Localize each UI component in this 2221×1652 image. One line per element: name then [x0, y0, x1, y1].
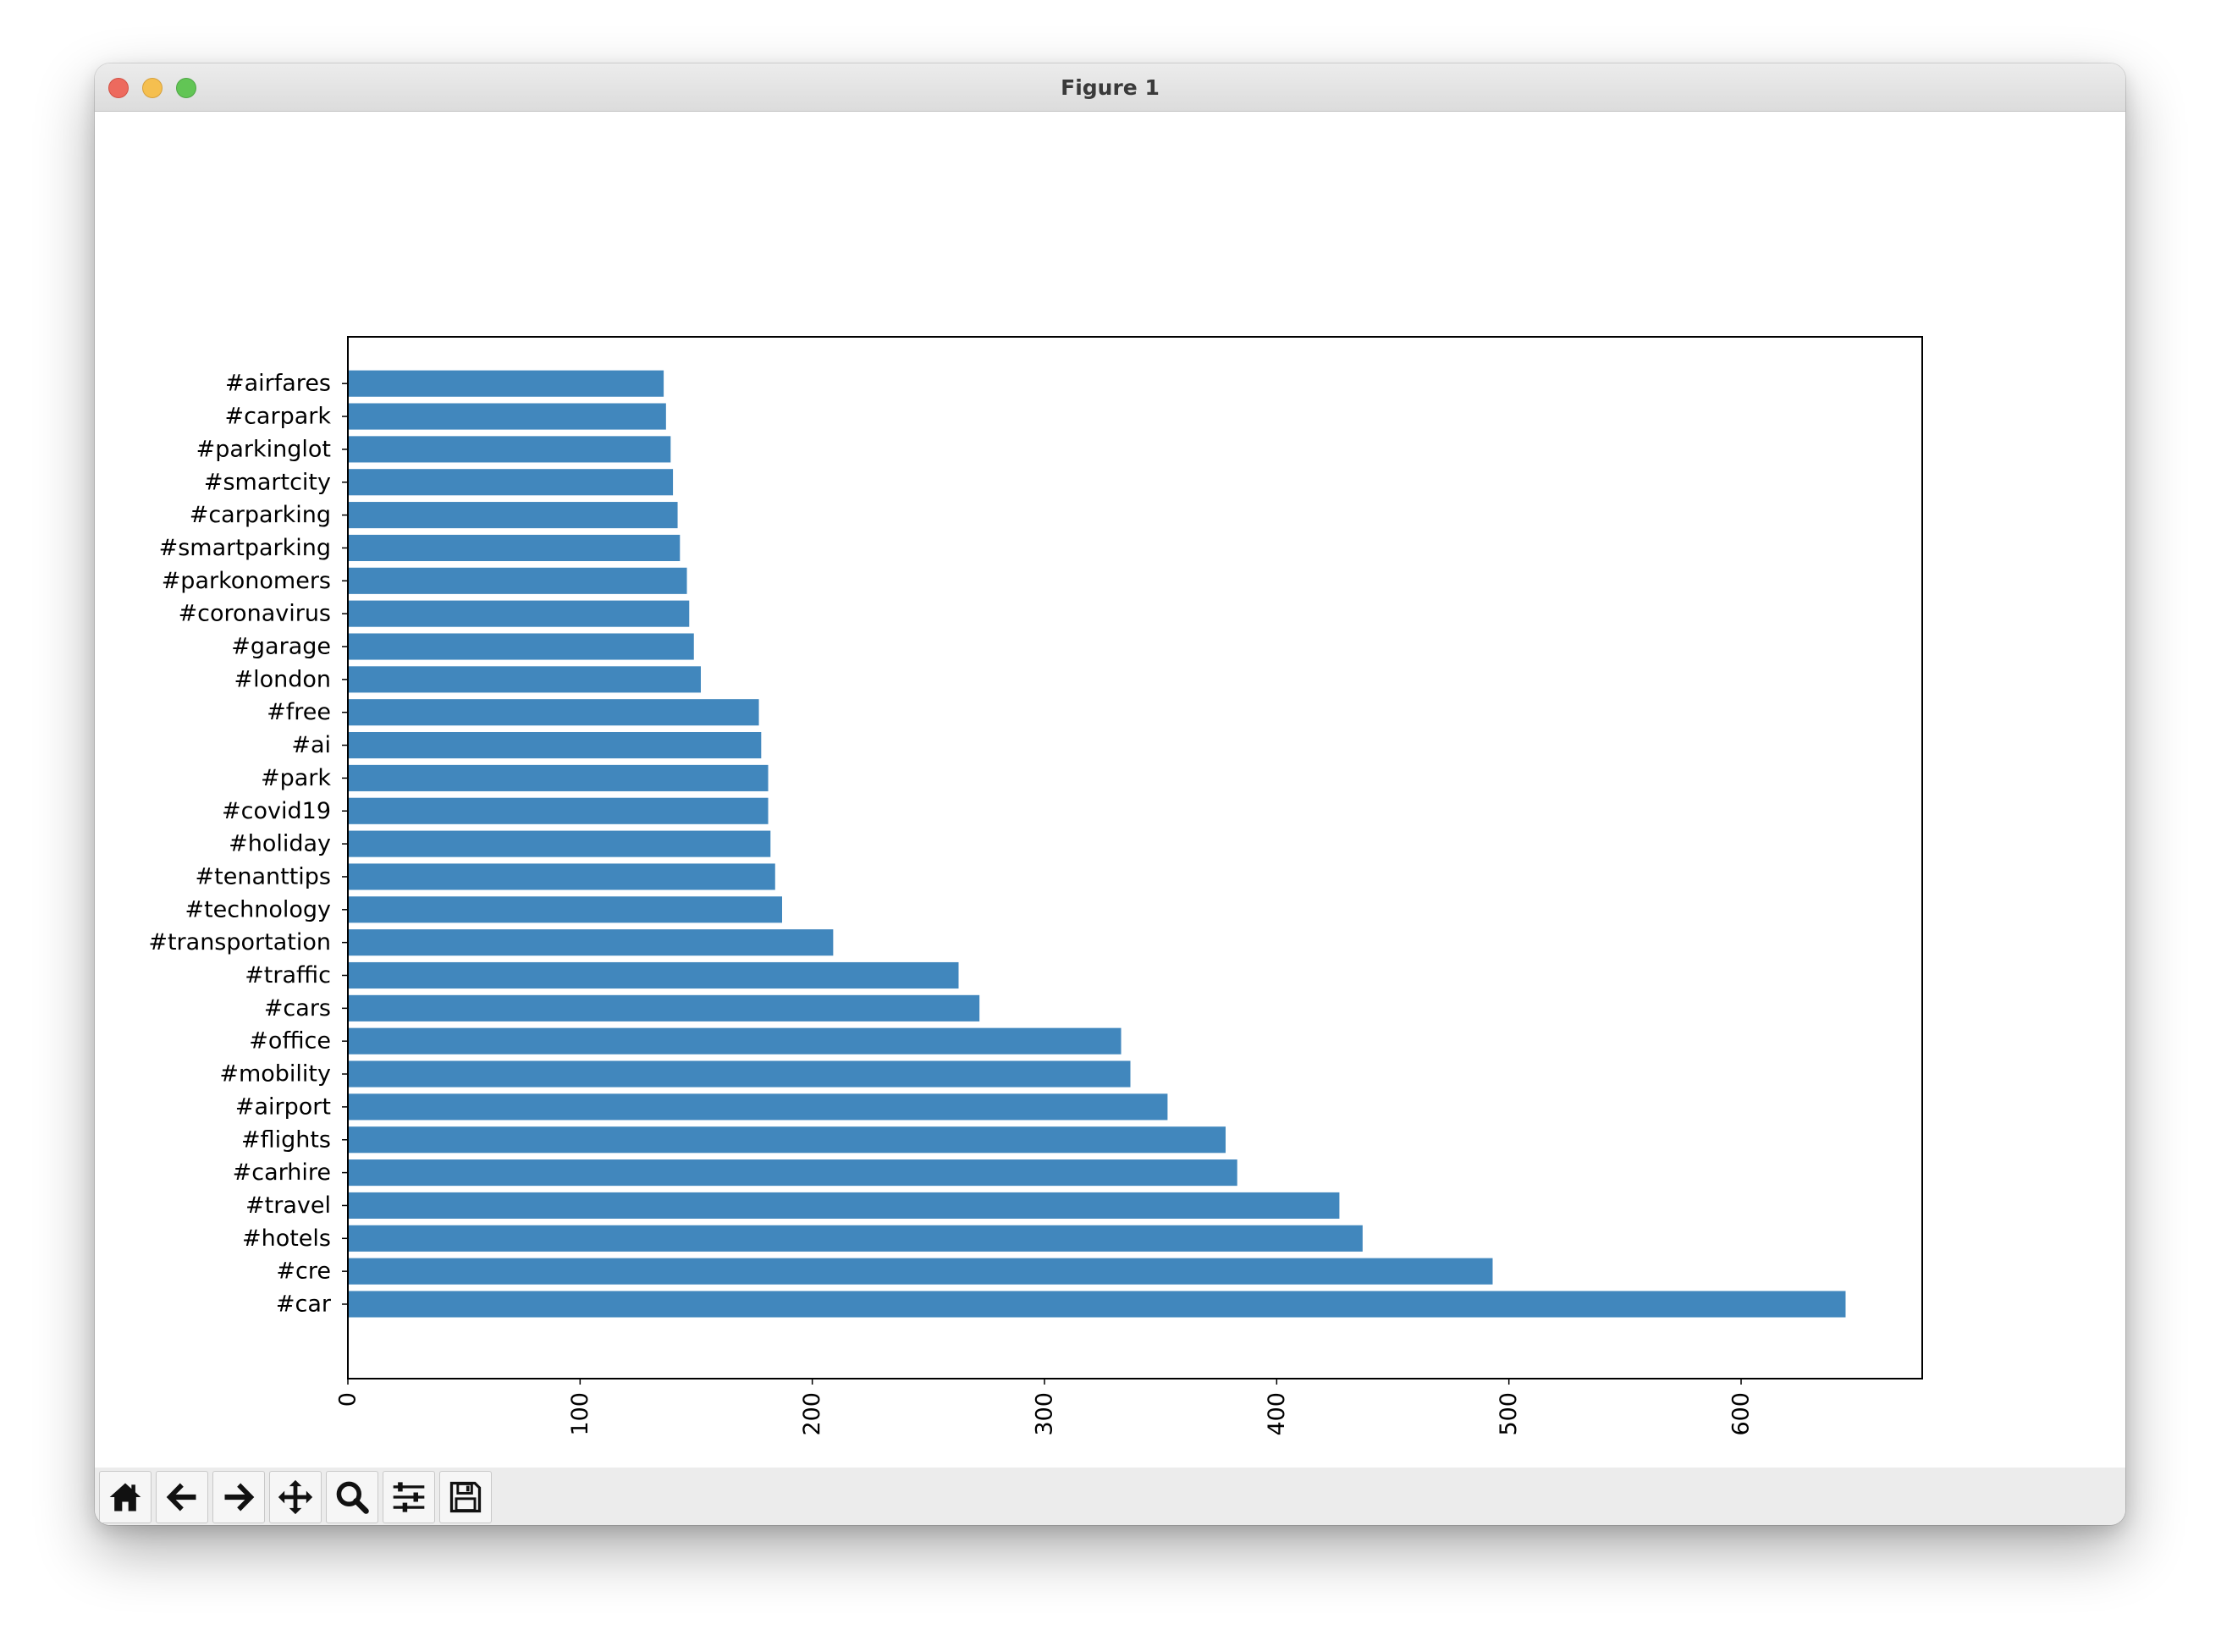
back-button[interactable]	[156, 1471, 208, 1523]
floppy-disk-icon	[449, 1481, 482, 1513]
bar	[348, 1225, 1363, 1252]
y-tick-label: #mobility	[219, 1061, 331, 1088]
bar	[348, 436, 671, 463]
bar	[348, 929, 834, 956]
bar	[348, 896, 783, 923]
y-tick-label: #coronavirus	[179, 601, 331, 627]
move-icon	[278, 1479, 313, 1515]
home-button[interactable]	[99, 1471, 152, 1523]
bar	[348, 994, 980, 1021]
bar	[348, 370, 664, 397]
bar	[348, 1291, 1846, 1318]
y-tick-label: #cre	[276, 1258, 331, 1285]
bar	[348, 732, 762, 759]
y-tick-label: #transportation	[148, 929, 331, 955]
bar	[348, 1126, 1226, 1154]
arrow-right-icon	[224, 1483, 255, 1512]
y-tick-label: #covid19	[222, 798, 331, 824]
bar	[348, 961, 959, 989]
y-tick-label: #cars	[264, 995, 331, 1021]
y-tick-label: #traffic	[245, 962, 331, 988]
bar	[348, 830, 771, 857]
close-window-button[interactable]	[108, 78, 129, 98]
x-tick-label: 500	[1496, 1392, 1522, 1436]
y-tick-label: #tenanttips	[196, 863, 331, 889]
zoom-button[interactable]	[326, 1471, 378, 1523]
configure-subplots-button[interactable]	[383, 1471, 435, 1523]
bar	[348, 1093, 1168, 1121]
bar	[348, 699, 759, 726]
bar	[348, 666, 701, 693]
plot-frame	[347, 336, 1923, 1379]
bar	[348, 1027, 1122, 1055]
y-tick-label: #car	[276, 1291, 332, 1318]
minimize-window-button[interactable]	[142, 78, 163, 98]
y-tick-label: #carparking	[190, 502, 331, 528]
y-tick-label: #garage	[231, 634, 331, 660]
window-title: Figure 1	[1061, 75, 1160, 100]
y-tick-label: #parkinglot	[196, 436, 331, 462]
x-tick-label: 100	[567, 1392, 593, 1436]
x-tick-label: 300	[1032, 1392, 1058, 1436]
x-tick-label: 600	[1728, 1392, 1755, 1436]
zoom-window-button[interactable]	[176, 78, 196, 98]
y-tick-label: #smartparking	[159, 535, 331, 561]
y-tick-label: #park	[261, 765, 331, 791]
pan-button[interactable]	[269, 1471, 322, 1523]
bar	[348, 600, 690, 627]
bar	[348, 764, 769, 791]
forward-button[interactable]	[212, 1471, 265, 1523]
magnifier-icon	[336, 1481, 369, 1514]
y-tick-label: #hotels	[242, 1225, 331, 1252]
bar	[348, 863, 775, 890]
bar	[348, 469, 674, 496]
x-tick-label: 0	[335, 1392, 361, 1407]
y-tick-label: #technology	[185, 896, 331, 922]
y-tick-label: #airfares	[225, 371, 331, 397]
bar	[348, 502, 678, 529]
bar-chart: #car #cre #hotels #travel #carhire #flights #a…	[148, 336, 1923, 1436]
y-tick-label: #flights	[241, 1126, 331, 1153]
bar	[348, 797, 769, 824]
save-button[interactable]	[439, 1471, 492, 1523]
sliders-icon	[393, 1482, 425, 1512]
y-tick-label: #free	[267, 699, 331, 725]
y-tick-label: #parkonomers	[162, 568, 331, 594]
y-tick-label: #airport	[235, 1093, 331, 1120]
bar	[348, 1159, 1237, 1187]
y-tick-label: #travel	[245, 1192, 331, 1219]
y-tick-label: #carhire	[233, 1159, 331, 1186]
bar	[348, 1192, 1340, 1219]
y-tick-label: #office	[249, 1028, 331, 1055]
bar	[348, 534, 681, 561]
figure-canvas[interactable]: #car #cre #hotels #travel #carhire #flights #a…	[95, 112, 2125, 1468]
bar	[348, 1060, 1131, 1088]
navigation-toolbar	[95, 1468, 2125, 1525]
y-tick-label: #holiday	[229, 831, 331, 857]
y-tick-label: #carpark	[224, 404, 331, 430]
title-bar[interactable]: Figure 1	[95, 63, 2125, 112]
x-tick-label: 200	[799, 1392, 825, 1436]
arrow-left-icon	[166, 1483, 196, 1512]
bar	[348, 1258, 1493, 1285]
bar	[348, 403, 666, 430]
y-tick-label: #smartcity	[204, 469, 331, 495]
home-icon	[109, 1483, 141, 1512]
y-tick-label: #london	[234, 666, 331, 692]
figure-window: Figure 1 #car #cre #hotels #travel #carhire #…	[95, 63, 2125, 1525]
bar	[348, 567, 687, 594]
y-tick-label: #ai	[291, 732, 331, 758]
x-tick-label: 400	[1264, 1392, 1290, 1436]
bar	[348, 633, 694, 660]
